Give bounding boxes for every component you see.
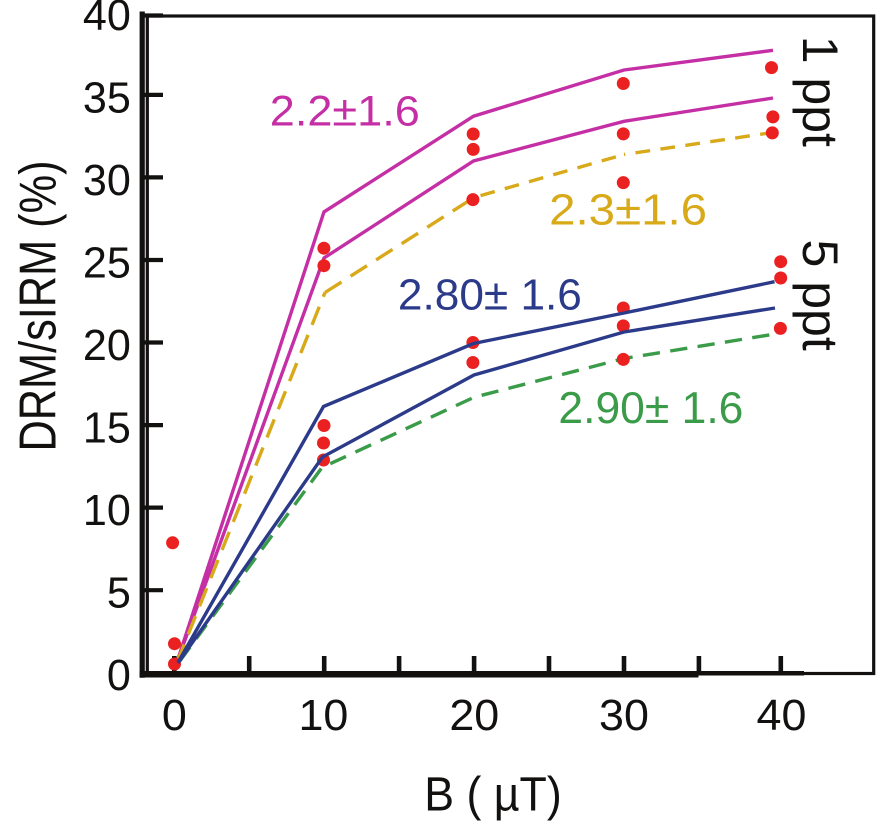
svg-text:10: 10 [83,487,131,535]
svg-text:2.2±1.6: 2.2±1.6 [270,88,420,136]
svg-text:40: 40 [757,691,807,740]
svg-text:10: 10 [298,691,348,740]
svg-text:5: 5 [107,569,131,617]
svg-text:40: 40 [83,0,131,40]
svg-text:35: 35 [83,74,131,122]
svg-text:20: 20 [83,322,131,370]
svg-text:5 ppt: 5 ppt [792,240,848,351]
svg-text:25: 25 [83,239,131,287]
svg-text:1 ppt: 1 ppt [792,36,848,147]
svg-text:20: 20 [449,691,499,740]
svg-text:2.90± 1.6: 2.90± 1.6 [558,384,743,433]
svg-text:B ( µT): B ( µT) [424,769,562,822]
svg-text:30: 30 [83,157,131,205]
svg-text:0: 0 [107,652,131,700]
svg-text:2.80± 1.6: 2.80± 1.6 [398,271,582,320]
svg-text:DRM/sIRM (%): DRM/sIRM (%) [10,161,68,452]
svg-text:30: 30 [599,691,649,740]
svg-text:15: 15 [83,404,131,452]
svg-text:2.3±1.6: 2.3±1.6 [549,187,707,235]
svg-text:0: 0 [162,691,187,740]
